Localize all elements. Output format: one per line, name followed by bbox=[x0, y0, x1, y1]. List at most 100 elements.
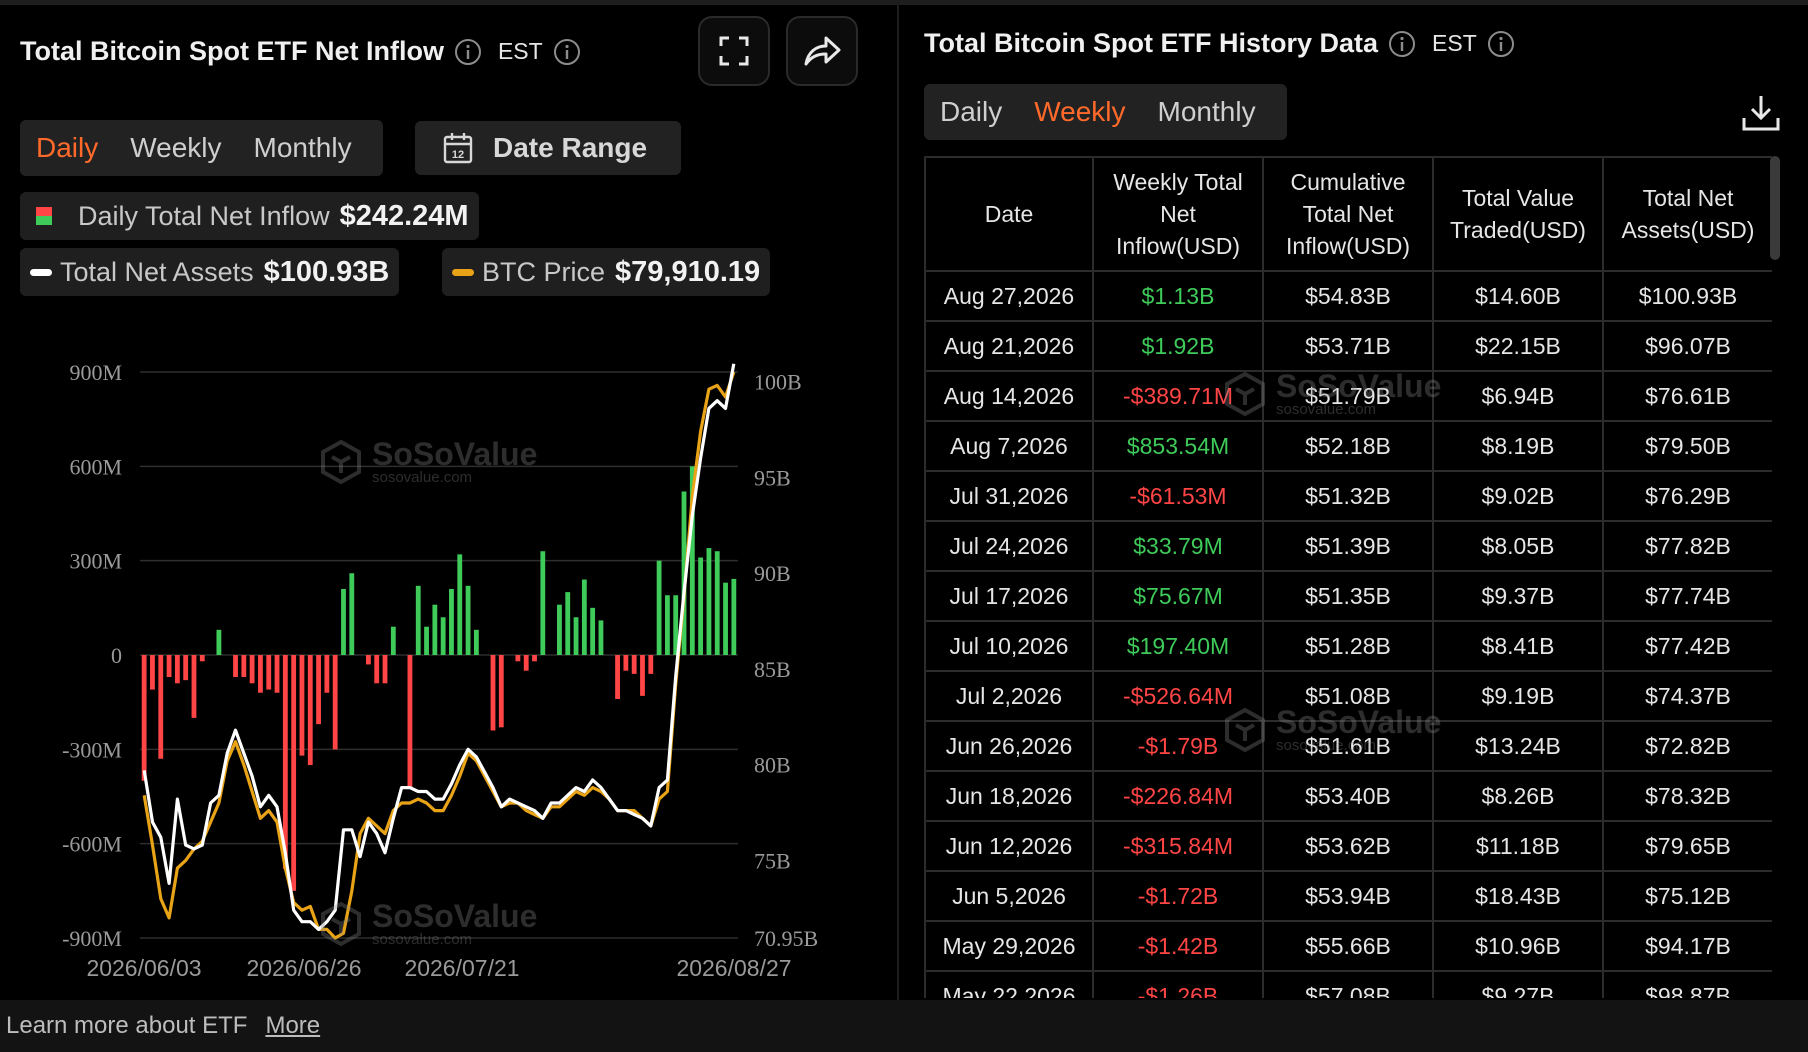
column-header-value-traded[interactable]: Total Value Traded(USD) bbox=[1432, 156, 1604, 272]
legend-inflow-label: Daily Total Net Inflow bbox=[78, 200, 330, 231]
cell-cumulative-inflow: $52.18B bbox=[1262, 420, 1434, 472]
cell-net-assets: $77.74B bbox=[1602, 570, 1772, 622]
cell-weekly-inflow: -$389.71M bbox=[1092, 370, 1264, 422]
table-row[interactable]: Aug 27,2026 $1.13B $54.83B $14.60B $100.93B bbox=[924, 270, 1772, 322]
cell-weekly-inflow: $853.54M bbox=[1092, 420, 1264, 472]
table-row[interactable]: Jul 24,2026 $33.79M $51.39B $8.05B $77.82B bbox=[924, 520, 1772, 572]
legend-assets-value: $100.93B bbox=[263, 255, 390, 288]
table-row[interactable]: May 22,2026 -$1.26B $57.08B $9.27B $98.87B bbox=[924, 970, 1772, 998]
cell-value-traded: $8.41B bbox=[1432, 620, 1604, 672]
table-row[interactable]: Aug 14,2026 -$389.71M $51.79B $6.94B $76.61B bbox=[924, 370, 1772, 422]
tab-monthly[interactable]: Monthly bbox=[253, 132, 352, 163]
fullscreen-button[interactable] bbox=[698, 16, 770, 86]
table-row[interactable]: Jul 17,2026 $75.67M $51.35B $9.37B $77.74B bbox=[924, 570, 1772, 622]
table-row[interactable]: Jun 12,2026 -$315.84M $53.62B $11.18B $79.65… bbox=[924, 820, 1772, 872]
cell-cumulative-inflow: $53.62B bbox=[1262, 820, 1434, 872]
legend-btc-label: BTC Price bbox=[482, 256, 606, 287]
info-icon[interactable] bbox=[454, 38, 482, 66]
table-scrollbar[interactable] bbox=[1770, 156, 1780, 260]
history-table-container[interactable]: Date Weekly Total Net Inflow(USD) Cumula… bbox=[924, 156, 1772, 998]
cell-net-assets: $76.29B bbox=[1602, 470, 1772, 522]
inflow-bar bbox=[714, 551, 720, 655]
download-icon[interactable] bbox=[1740, 92, 1782, 134]
cell-cumulative-inflow: $51.35B bbox=[1262, 570, 1434, 622]
inflow-bar bbox=[324, 655, 330, 693]
column-header-weekly-inflow[interactable]: Weekly Total Net Inflow(USD) bbox=[1092, 156, 1264, 272]
cell-date: Jul 31,2026 bbox=[924, 470, 1094, 522]
inflow-bar bbox=[365, 655, 371, 665]
inflow-bar bbox=[415, 585, 421, 655]
btc-price-line bbox=[142, 371, 736, 940]
inflow-bar bbox=[473, 629, 479, 655]
left-axis-tick-label: -300M bbox=[62, 737, 122, 762]
table-row[interactable]: Jun 26,2026 -$1.79B $51.61B $13.24B $72.82B bbox=[924, 720, 1772, 772]
inflow-bar bbox=[590, 607, 596, 655]
net-assets-line bbox=[142, 363, 736, 931]
inflow-bar bbox=[141, 655, 147, 781]
x-axis-tick-label: 2026/06/03 bbox=[86, 955, 201, 981]
table-row[interactable]: Jul 2,2026 -$526.64M $51.08B $9.19B $74.37B bbox=[924, 670, 1772, 722]
timezone-info-icon[interactable] bbox=[1487, 30, 1515, 58]
footer-bar: Learn more about ETF More bbox=[0, 1000, 1808, 1052]
inflow-swatch bbox=[36, 207, 52, 225]
table-row[interactable]: Jun 18,2026 -$226.84M $53.40B $8.26B $78.32B bbox=[924, 770, 1772, 822]
tab-daily[interactable]: Daily bbox=[36, 132, 99, 163]
inflow-bar bbox=[249, 655, 255, 684]
inflow-bar bbox=[498, 655, 504, 728]
inflow-bar bbox=[191, 655, 197, 718]
footer-text: Learn more about ETF bbox=[6, 1012, 248, 1039]
inflow-bar bbox=[698, 557, 704, 655]
inflow-bar bbox=[457, 554, 463, 655]
table-watermark: SoSoValue sosovalue.com bbox=[1222, 370, 1441, 418]
legend-total-net-assets[interactable]: Total Net Assets $100.93B bbox=[20, 248, 400, 296]
table-row[interactable]: Aug 21,2026 $1.92B $53.71B $22.15B $96.07B bbox=[924, 320, 1772, 372]
inflow-bar bbox=[540, 551, 546, 655]
legend-btc-value: $79,910.19 bbox=[615, 255, 761, 288]
legend-daily-inflow[interactable]: Daily Total Net Inflow $242.24M bbox=[20, 192, 479, 240]
right-axis-tick-label: 95B bbox=[754, 465, 791, 490]
timezone-label: EST bbox=[497, 38, 543, 64]
table-row[interactable]: Aug 7,2026 $853.54M $52.18B $8.19B $79.50B bbox=[924, 420, 1772, 472]
chart-title: Total Bitcoin Spot ETF Net Inflow bbox=[20, 36, 444, 66]
inflow-bar bbox=[166, 655, 172, 678]
inflow-bar bbox=[274, 655, 280, 693]
x-axis-tick-label: 2026/08/27 bbox=[676, 955, 791, 981]
cell-net-assets: $98.87B bbox=[1602, 970, 1772, 998]
column-header-net-assets[interactable]: Total Net Assets(USD) bbox=[1602, 156, 1772, 272]
inflow-bar bbox=[664, 595, 670, 655]
cell-net-assets: $94.17B bbox=[1602, 920, 1772, 972]
legend-btc-price[interactable]: BTC Price $79,910.19 bbox=[442, 248, 771, 296]
cell-value-traded: $18.43B bbox=[1432, 870, 1604, 922]
column-header-cumulative-inflow[interactable]: Cumulative Total Net Inflow(USD) bbox=[1262, 156, 1434, 272]
timezone-info-icon[interactable] bbox=[553, 38, 581, 66]
inflow-bar bbox=[490, 655, 496, 731]
info-icon[interactable] bbox=[1388, 30, 1416, 58]
date-range-button[interactable]: 12 Date Range bbox=[415, 121, 681, 175]
tab-weekly[interactable]: Weekly bbox=[1034, 96, 1126, 127]
inflow-bar bbox=[382, 655, 388, 684]
share-button[interactable] bbox=[786, 16, 858, 86]
table-row[interactable]: Jun 5,2026 -$1.72B $53.94B $18.43B $75.12B bbox=[924, 870, 1772, 922]
cell-net-assets: $96.07B bbox=[1602, 320, 1772, 372]
inflow-bar bbox=[532, 655, 537, 662]
inflow-bar bbox=[640, 655, 645, 696]
net-inflow-chart[interactable]: 900M 600M 300M 0 -300M -600M -900M 100B 95B 90B 85… bbox=[0, 330, 880, 990]
column-header-date[interactable]: Date bbox=[924, 156, 1094, 272]
table-row[interactable]: Jul 10,2026 $197.40M $51.28B $8.41B $77.42B bbox=[924, 620, 1772, 672]
cell-value-traded: $10.96B bbox=[1432, 920, 1604, 972]
btc-price-swatch bbox=[452, 268, 474, 276]
more-link[interactable]: More bbox=[265, 1012, 321, 1039]
table-row[interactable]: Jul 31,2026 -$61.53M $51.32B $9.02B $76.29B bbox=[924, 470, 1772, 522]
cell-date: Jul 24,2026 bbox=[924, 520, 1094, 572]
inflow-bar bbox=[282, 655, 288, 869]
inflow-bar bbox=[407, 655, 413, 788]
cell-date: Aug 21,2026 bbox=[924, 320, 1094, 372]
cell-net-assets: $78.32B bbox=[1602, 770, 1772, 822]
inflow-bar bbox=[681, 491, 687, 655]
tab-monthly[interactable]: Monthly bbox=[1157, 96, 1256, 127]
cell-weekly-inflow: -$226.84M bbox=[1092, 770, 1264, 822]
table-row[interactable]: May 29,2026 -$1.42B $55.66B $10.96B $94.17B bbox=[924, 920, 1772, 972]
tab-daily[interactable]: Daily bbox=[940, 96, 1003, 127]
tab-weekly[interactable]: Weekly bbox=[130, 132, 222, 163]
left-axis-tick-label: 300M bbox=[69, 549, 122, 574]
